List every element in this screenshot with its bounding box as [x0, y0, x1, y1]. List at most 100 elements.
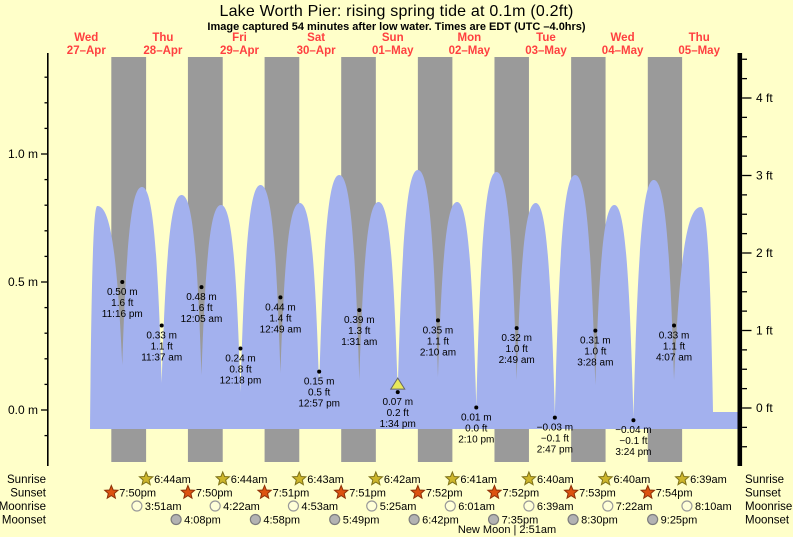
tide-time: 3:28 am: [577, 358, 613, 369]
tide-dot: [593, 328, 598, 333]
high-tide-annotation: 0.33 m1.1 ft4:07 am: [656, 323, 692, 364]
y-axis-right-label: 1 ft: [756, 324, 773, 338]
moonrise-circle-icon: [602, 500, 614, 512]
tide-height-ft: 1.0 ft: [584, 347, 606, 358]
tide-dot: [514, 326, 519, 331]
high-tide-annotation: 0.39 m1.3 ft1:31 am: [341, 308, 377, 348]
tide-time: 1:31 am: [341, 337, 377, 348]
tide-height-ft: 0.2 ft: [387, 408, 409, 419]
moonset-circle-icon: [249, 513, 261, 526]
sunset-time: 7:52pm: [426, 488, 463, 500]
moonset-circle-icon: [647, 513, 659, 526]
y-axis-left-label: 0.0 m: [8, 403, 38, 417]
tide-height-m: 0.24 m: [225, 354, 256, 365]
low-tide-annotation: −0.03 m−0.1 ft2:47 pm: [537, 415, 573, 456]
sunset-time: 7:53pm: [579, 488, 616, 500]
sunset-time: 7:51pm: [273, 488, 310, 500]
day-header-date: 01–May: [372, 45, 414, 57]
day-header-date: 03–May: [525, 45, 567, 57]
high-tide-annotation: 0.31 m1.0 ft3:28 am: [577, 328, 613, 369]
tide-time: 2:47 pm: [537, 445, 573, 456]
day-header-dow: Wed: [74, 32, 98, 44]
tide-height-m: −0.04 m: [615, 425, 651, 436]
y-axis-left-label: 1.0 m: [8, 147, 38, 161]
moonset-time: 4:58pm: [263, 515, 300, 527]
tide-time: 12:57 pm: [298, 399, 340, 410]
tide-height-ft: 1.6 ft: [190, 303, 212, 314]
tide-height-ft: −0.1 ft: [619, 436, 647, 447]
tide-time: 12:18 pm: [220, 376, 262, 387]
tide-height-m: 0.50 m: [107, 287, 138, 298]
tide-height-ft: 1.3 ft: [348, 326, 370, 337]
tide-dot: [199, 285, 204, 290]
sunset-star-icon: [103, 484, 120, 500]
sunrise-row-label-right: Sunrise: [745, 474, 784, 486]
moonrise-time: 4:53am: [301, 501, 338, 513]
day-header-dow: Fri: [232, 32, 247, 44]
moonset-circle-icon: [567, 513, 579, 526]
tide-height-ft: 0.0 ft: [465, 423, 487, 434]
moonset-circle-icon: [408, 513, 420, 526]
tide-time: 1:34 pm: [380, 419, 416, 430]
sunrise-star-icon: [214, 470, 231, 486]
day-header-dow: Sat: [307, 32, 325, 44]
sunrise-time: 6:43am: [307, 474, 344, 486]
moonrise-time: 6:39am: [537, 501, 574, 513]
moonrise-circle-icon: [444, 500, 456, 512]
page-title: Lake Worth Pier: rising spring tide at 0…: [219, 3, 574, 20]
tide-height-ft: 1.1 ft: [427, 336, 449, 347]
tide-dot: [357, 308, 362, 313]
tide-height-m: 0.07 m: [382, 397, 413, 408]
sunrise-star-icon: [367, 470, 384, 486]
moonrise-circle-icon: [366, 500, 378, 512]
day-header-date: 04–May: [602, 45, 644, 57]
tide-height-m: 0.48 m: [186, 292, 217, 303]
moonrise-circle-icon: [287, 500, 300, 512]
sunrise-time: 6:44am: [154, 474, 191, 486]
moonset-time: 5:49pm: [343, 515, 380, 527]
tide-dot: [278, 295, 283, 300]
tide-dot: [120, 280, 125, 284]
moonset-row-label-right: Moonset: [745, 515, 790, 527]
sunset-time: 7:50pm: [196, 488, 233, 500]
low-tide-annotation: 0.07 m0.2 ft1:34 pm: [380, 377, 416, 430]
tide-dot: [395, 390, 400, 395]
day-header-dow: Thu: [152, 32, 173, 44]
sunrise-star-icon: [674, 470, 691, 486]
sunset-time: 7:51pm: [349, 488, 386, 500]
sunrise-star-icon: [291, 470, 308, 486]
sunrise-time: 6:40am: [614, 474, 651, 486]
tide-height-m: 0.31 m: [580, 336, 611, 347]
moonrise-circle-icon: [131, 500, 143, 512]
tide-time: 12:49 am: [260, 324, 302, 335]
tide-height-ft: 1.1 ft: [151, 342, 173, 353]
sunset-star-icon: [486, 484, 503, 500]
sunrise-star-icon: [521, 470, 537, 486]
day-header-dow: Sun: [382, 32, 404, 44]
tide-time: 2:49 am: [499, 355, 535, 366]
sunset-star-icon: [563, 484, 580, 500]
tide-height-m: 0.35 m: [423, 325, 454, 336]
moonset-circle-icon: [170, 513, 182, 526]
sunset-star-icon: [333, 484, 350, 500]
high-tide-annotation: 0.35 m1.1 ft2:10 am: [420, 318, 456, 358]
tide-height-m: 0.33 m: [146, 331, 177, 342]
tide-time: 11:37 am: [141, 353, 182, 364]
moonrise-time: 7:22am: [616, 501, 653, 513]
tide-height-ft: 0.5 ft: [308, 388, 330, 399]
tide-height-ft: 1.6 ft: [111, 298, 133, 309]
moonset-row-label-left: Moonset: [2, 515, 47, 527]
sunrise-time: 6:41am: [460, 474, 497, 486]
sunset-time: 7:52pm: [502, 488, 539, 500]
day-header-date: 02–May: [449, 45, 491, 57]
y-axis-right-line: [737, 53, 743, 466]
moonset-circle-icon: [329, 513, 341, 526]
sunset-row-label-left: Sunset: [10, 488, 47, 500]
sunset-star-icon: [639, 484, 656, 500]
